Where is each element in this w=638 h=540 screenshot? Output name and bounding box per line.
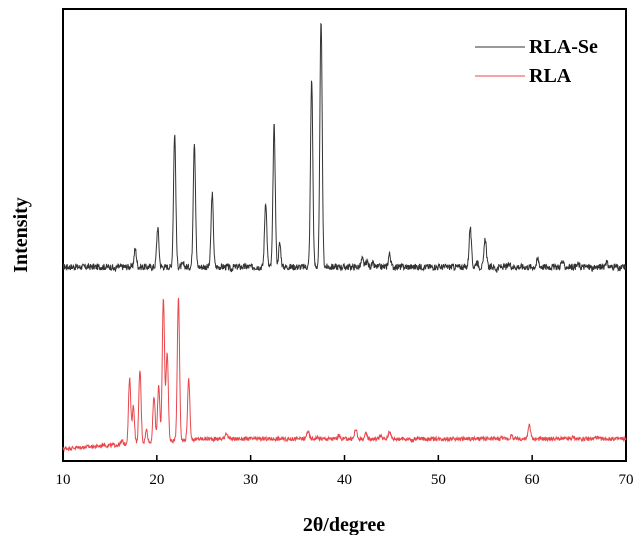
x-axis-label: 2θ/degree xyxy=(303,514,385,535)
series-line-rla-se xyxy=(62,22,627,273)
series-line-rla xyxy=(62,297,627,452)
x-tick-label-10: 10 xyxy=(56,472,71,488)
x-tick-label-60: 60 xyxy=(525,472,540,488)
x-tick-label-50: 50 xyxy=(431,472,446,488)
series-layer xyxy=(62,22,627,452)
x-tick-label-20: 20 xyxy=(149,472,164,488)
legend-label-rla-se: RLA-Se xyxy=(529,36,598,58)
x-tick-label-30: 30 xyxy=(243,472,258,488)
x-tick-label-40: 40 xyxy=(337,472,352,488)
y-axis-label: Intensity xyxy=(10,197,32,273)
legend-label-rla: RLA xyxy=(529,65,572,87)
legend: RLA-Se RLA xyxy=(475,36,598,87)
x-axis: 10 20 30 40 50 60 70 xyxy=(56,455,634,488)
x-tick-label-70: 70 xyxy=(619,472,634,488)
